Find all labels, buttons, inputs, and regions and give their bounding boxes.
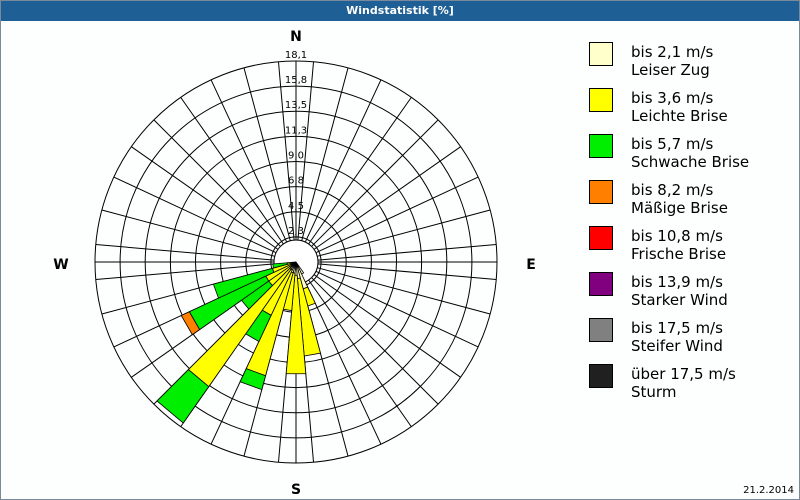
ring-label: 11,3 bbox=[285, 125, 307, 136]
legend-name: Leiser Zug bbox=[631, 61, 710, 79]
legend-name: Leichte Brise bbox=[631, 107, 728, 125]
grid-spoke bbox=[210, 79, 288, 243]
legend-name: Steifer Wind bbox=[631, 337, 723, 355]
compass-N: N bbox=[290, 29, 302, 45]
legend-label: bis 17,5 m/s Steifer Wind bbox=[631, 319, 723, 355]
grid-spoke bbox=[95, 263, 275, 281]
grid-spoke bbox=[317, 243, 497, 261]
ring-label: 2,3 bbox=[288, 226, 304, 237]
legend-swatch bbox=[589, 88, 613, 112]
legend-swatch bbox=[589, 180, 613, 204]
grid-spoke bbox=[304, 79, 382, 243]
legend-label: über 17,5 m/s Sturm bbox=[631, 365, 736, 401]
legend-name: Starker Wind bbox=[631, 291, 728, 309]
legend-label: bis 13,9 m/s Starker Wind bbox=[631, 273, 728, 309]
grid-spoke bbox=[243, 67, 291, 241]
grid-spoke bbox=[313, 146, 461, 250]
legend-range: bis 10,8 m/s bbox=[631, 227, 723, 245]
legend-label: bis 8,2 m/s Mäßige Brise bbox=[631, 181, 728, 217]
legend-name: Sturm bbox=[631, 383, 677, 401]
legend-swatch bbox=[589, 42, 613, 66]
grid-spoke bbox=[101, 209, 275, 257]
grid-spoke bbox=[95, 243, 275, 261]
grid-spoke bbox=[277, 61, 295, 241]
sector-240-class-4 bbox=[180, 311, 201, 336]
grid-spoke bbox=[304, 281, 382, 445]
legend-label: bis 5,7 m/s Schwache Brise bbox=[631, 135, 749, 171]
grid-spoke bbox=[317, 267, 491, 315]
legend-range: bis 17,5 m/s bbox=[631, 319, 723, 337]
grid-spoke bbox=[301, 67, 349, 241]
sector-260-class-3 bbox=[272, 262, 288, 269]
legend-range: bis 3,6 m/s bbox=[631, 89, 714, 107]
compass-E: E bbox=[526, 257, 536, 273]
ring-label: 15,8 bbox=[285, 75, 307, 86]
ring-label: 4,5 bbox=[288, 201, 304, 212]
legend-name: Frische Brise bbox=[631, 245, 727, 263]
grid-spoke bbox=[311, 277, 439, 405]
ring-label: 6,8 bbox=[288, 176, 304, 187]
legend-swatch bbox=[589, 134, 613, 158]
legend-swatch bbox=[589, 318, 613, 342]
legend-label: bis 3,6 m/s Leichte Brise bbox=[631, 89, 728, 125]
sector-180-class-2 bbox=[285, 274, 307, 375]
legend-label: bis 2,1 m/s Leiser Zug bbox=[631, 43, 713, 79]
sector-250-class-3 bbox=[212, 267, 275, 299]
legend-range: über 17,5 m/s bbox=[631, 365, 736, 383]
sector-220-class-3 bbox=[156, 369, 210, 424]
grid-spoke bbox=[315, 176, 479, 254]
legend-name: Schwache Brise bbox=[631, 153, 750, 171]
grid-spoke bbox=[311, 119, 439, 247]
date-label: 21.2.2014 bbox=[743, 485, 794, 496]
legend-range: bis 2,1 m/s bbox=[631, 43, 714, 61]
grid-spoke bbox=[113, 176, 277, 254]
legend-range: bis 8,2 m/s bbox=[631, 181, 714, 199]
grid-spoke bbox=[317, 209, 491, 257]
ring-label: 9,0 bbox=[288, 151, 304, 162]
ring-label: 13,5 bbox=[285, 100, 307, 111]
grid-spoke bbox=[317, 263, 497, 281]
grid-spoke bbox=[308, 279, 412, 427]
grid-spoke bbox=[315, 270, 479, 348]
legend-swatch bbox=[589, 272, 613, 296]
grid-spoke bbox=[308, 97, 412, 245]
legend-swatch bbox=[589, 226, 613, 250]
sector-200-class-3 bbox=[239, 368, 267, 391]
grid-spoke bbox=[131, 146, 279, 250]
window-title: Windstatistik [%] bbox=[1, 1, 799, 21]
grid-spoke bbox=[180, 97, 284, 245]
legend-name: Mäßige Brise bbox=[631, 199, 728, 217]
grid-spoke bbox=[313, 274, 461, 378]
compass-W: W bbox=[53, 257, 68, 273]
legend-range: bis 13,9 m/s bbox=[631, 273, 723, 291]
ring-label: 18,1 bbox=[285, 50, 307, 61]
legend-label: bis 10,8 m/s Frische Brise bbox=[631, 227, 726, 263]
legend-swatch bbox=[589, 364, 613, 388]
grid-spoke bbox=[297, 61, 315, 241]
compass-S: S bbox=[291, 482, 301, 498]
legend-range: bis 5,7 m/s bbox=[631, 135, 714, 153]
grid-spoke bbox=[153, 119, 281, 247]
